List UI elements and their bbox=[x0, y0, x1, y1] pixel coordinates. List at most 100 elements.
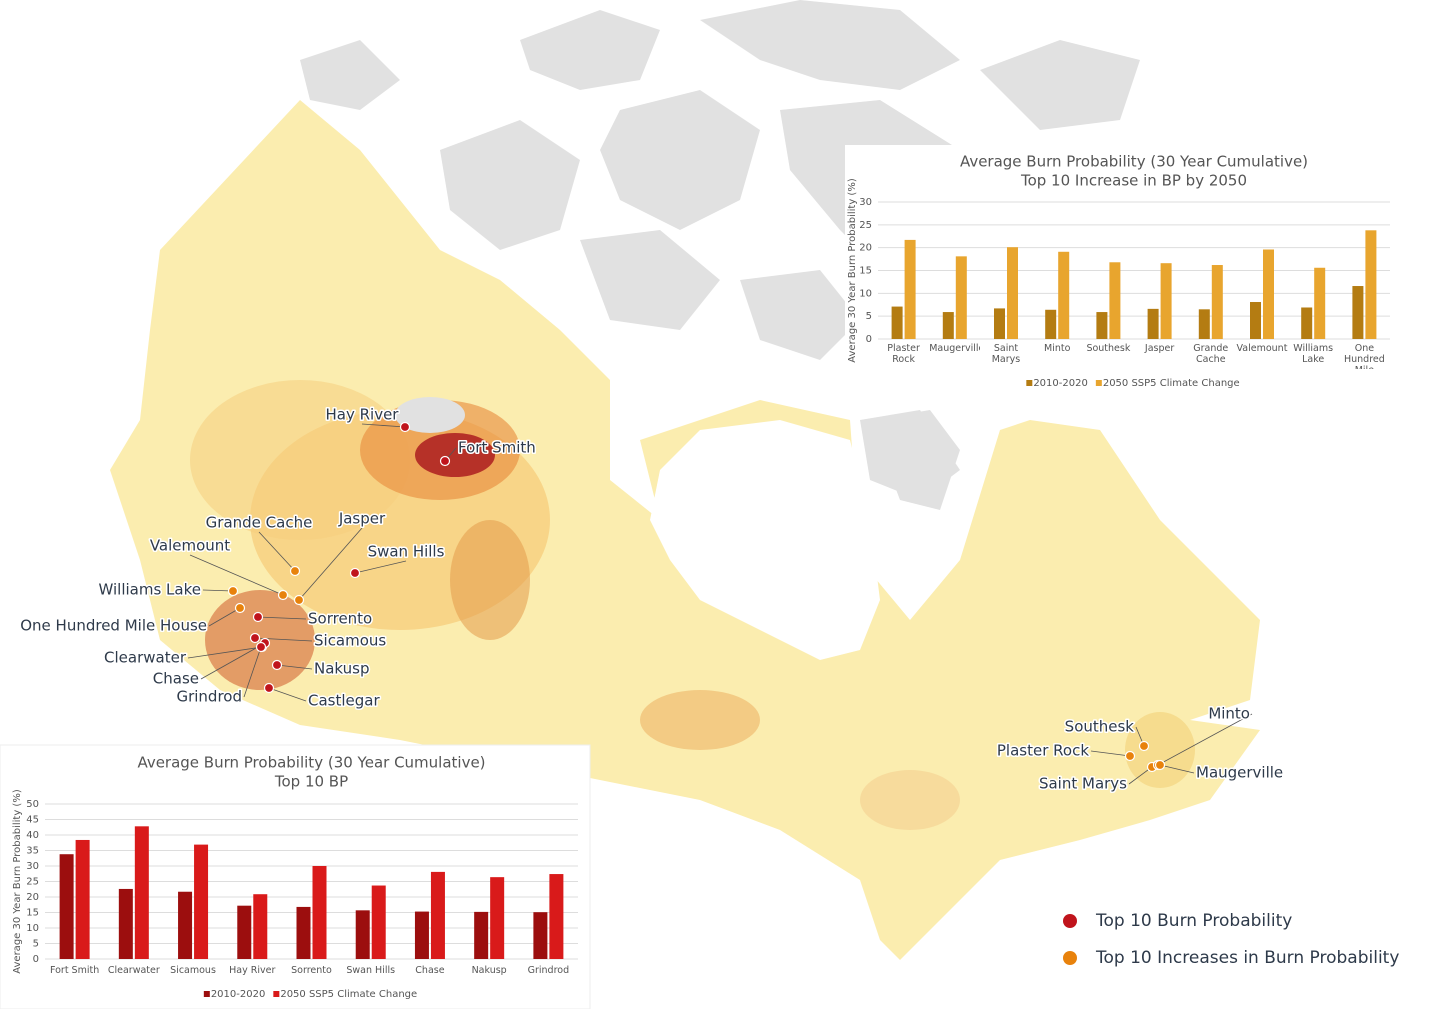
bar bbox=[1007, 247, 1018, 339]
chart-subtitle: Top 10 BP bbox=[274, 773, 348, 791]
basemap bbox=[110, 0, 1260, 960]
burn-patch bbox=[450, 520, 530, 640]
x-tick-label-box: Swan Hills bbox=[346, 965, 395, 976]
leader-line bbox=[1157, 713, 1253, 766]
place-marker bbox=[277, 589, 289, 601]
legend-swatch bbox=[1095, 380, 1102, 386]
place-label: One Hundred Mile House bbox=[20, 617, 207, 635]
place-label: Plaster Rock bbox=[997, 742, 1089, 760]
place-marker bbox=[255, 641, 267, 653]
x-tick-label-box: Grande Cache bbox=[1193, 343, 1228, 365]
leader-line bbox=[354, 560, 407, 574]
y-tick-label: 15 bbox=[26, 908, 39, 919]
bar bbox=[414, 911, 429, 959]
leader-line bbox=[208, 607, 241, 627]
bar bbox=[355, 910, 370, 959]
legend-swatch bbox=[273, 991, 280, 997]
x-tick-label-box: Plaster Rock bbox=[887, 343, 920, 365]
bar bbox=[891, 306, 903, 339]
place-label: Sicamous bbox=[314, 632, 386, 650]
y-tick-label: 30 bbox=[859, 197, 872, 208]
chart-title: Average Burn Probability (30 Year Cumula… bbox=[137, 754, 485, 772]
place-label: Sorrento bbox=[308, 610, 372, 628]
y-axis-label: Average 30 Year Burn Probability (%) bbox=[847, 178, 858, 363]
bar bbox=[430, 871, 445, 959]
x-tick-label-box: Chase bbox=[415, 965, 444, 976]
chart-panel bbox=[845, 145, 1428, 390]
place-marker bbox=[263, 682, 275, 694]
bar bbox=[994, 308, 1005, 339]
place-marker bbox=[1138, 740, 1150, 752]
place-marker bbox=[271, 659, 283, 671]
place-label: Williams Lake bbox=[99, 581, 202, 599]
bar bbox=[237, 905, 252, 959]
bar bbox=[1211, 265, 1223, 339]
place-label: Grande Cache bbox=[206, 514, 313, 532]
y-tick-label: 25 bbox=[26, 877, 39, 888]
y-tick-label: 20 bbox=[26, 892, 39, 903]
places: Hay River Fort Smith Grande Cache Jasper Swa… bbox=[19, 404, 1285, 794]
legend-label: 2050 SSP5 Climate Change bbox=[1103, 378, 1240, 389]
place-marker bbox=[399, 421, 411, 433]
place-label: Minto bbox=[1208, 705, 1250, 723]
x-tick-label-box: Valemount bbox=[1237, 343, 1288, 354]
x-tick-label: Southesk bbox=[1086, 343, 1131, 354]
chart-panel bbox=[0, 744, 591, 1009]
place-marker bbox=[234, 602, 246, 614]
y-tick-label: 50 bbox=[26, 799, 39, 810]
leader-line bbox=[361, 423, 406, 428]
y-tick-label: 0 bbox=[33, 954, 39, 965]
james-bay bbox=[870, 410, 960, 510]
leader-line bbox=[187, 646, 263, 659]
legend-label: 2010-2020 bbox=[211, 989, 266, 1000]
chart-subtitle: Top 10 Increase in BP by 2050 bbox=[1020, 172, 1247, 190]
place-label: Chase bbox=[153, 670, 199, 688]
place-marker bbox=[289, 565, 301, 577]
bar bbox=[134, 826, 149, 959]
bar bbox=[1109, 262, 1121, 339]
place-marker bbox=[249, 632, 261, 644]
place-label: Castlegar bbox=[308, 692, 380, 710]
legend-label: 2010-2020 bbox=[1033, 378, 1088, 389]
y-tick-label: 5 bbox=[33, 939, 39, 950]
x-tick-label: Minto bbox=[1043, 343, 1071, 354]
leader-line bbox=[200, 642, 266, 680]
x-tick-label: One Hundred Mile House bbox=[1343, 343, 1385, 369]
place-marker bbox=[439, 455, 451, 467]
place-label: Fort Smith bbox=[458, 439, 536, 457]
bar bbox=[194, 844, 209, 959]
burn-patch bbox=[860, 770, 960, 830]
bar bbox=[1160, 263, 1172, 339]
y-tick-label: 0 bbox=[866, 334, 872, 345]
leader-line bbox=[298, 527, 363, 601]
bar bbox=[1352, 286, 1364, 339]
leader-line bbox=[1090, 750, 1131, 757]
legend-label: Top 10 Increases in Burn Probability bbox=[1095, 948, 1399, 968]
y-tick-label: 20 bbox=[859, 243, 872, 254]
bar bbox=[1045, 309, 1057, 339]
leader-line bbox=[276, 664, 313, 670]
bar bbox=[1301, 307, 1313, 339]
bar bbox=[904, 239, 916, 339]
place-marker bbox=[293, 594, 305, 606]
x-tick-label-box: Fort Smith bbox=[50, 965, 99, 976]
x-tick-label: Williams Lake bbox=[1293, 343, 1334, 365]
place-marker bbox=[349, 567, 361, 579]
x-tick-label: Jasper bbox=[1144, 343, 1175, 354]
arctic-islands bbox=[300, 0, 1140, 500]
bar bbox=[474, 911, 489, 959]
place-label: Nakusp bbox=[314, 660, 369, 678]
leader-line bbox=[189, 554, 284, 596]
x-tick-label-box: Williams Lake bbox=[1293, 343, 1334, 365]
x-tick-label: Saint Marys bbox=[991, 343, 1021, 365]
legend-label: 2050 SSP5 Climate Change bbox=[280, 989, 417, 1000]
burn-patch bbox=[640, 690, 760, 750]
legend-swatch bbox=[1026, 380, 1033, 386]
place-label: Valemount bbox=[150, 537, 230, 555]
burn-patch bbox=[205, 590, 315, 690]
bar bbox=[490, 877, 505, 959]
x-tick-label: Sorrento bbox=[291, 965, 332, 976]
y-tick-label: 45 bbox=[26, 815, 39, 826]
leader-line bbox=[1159, 764, 1195, 774]
